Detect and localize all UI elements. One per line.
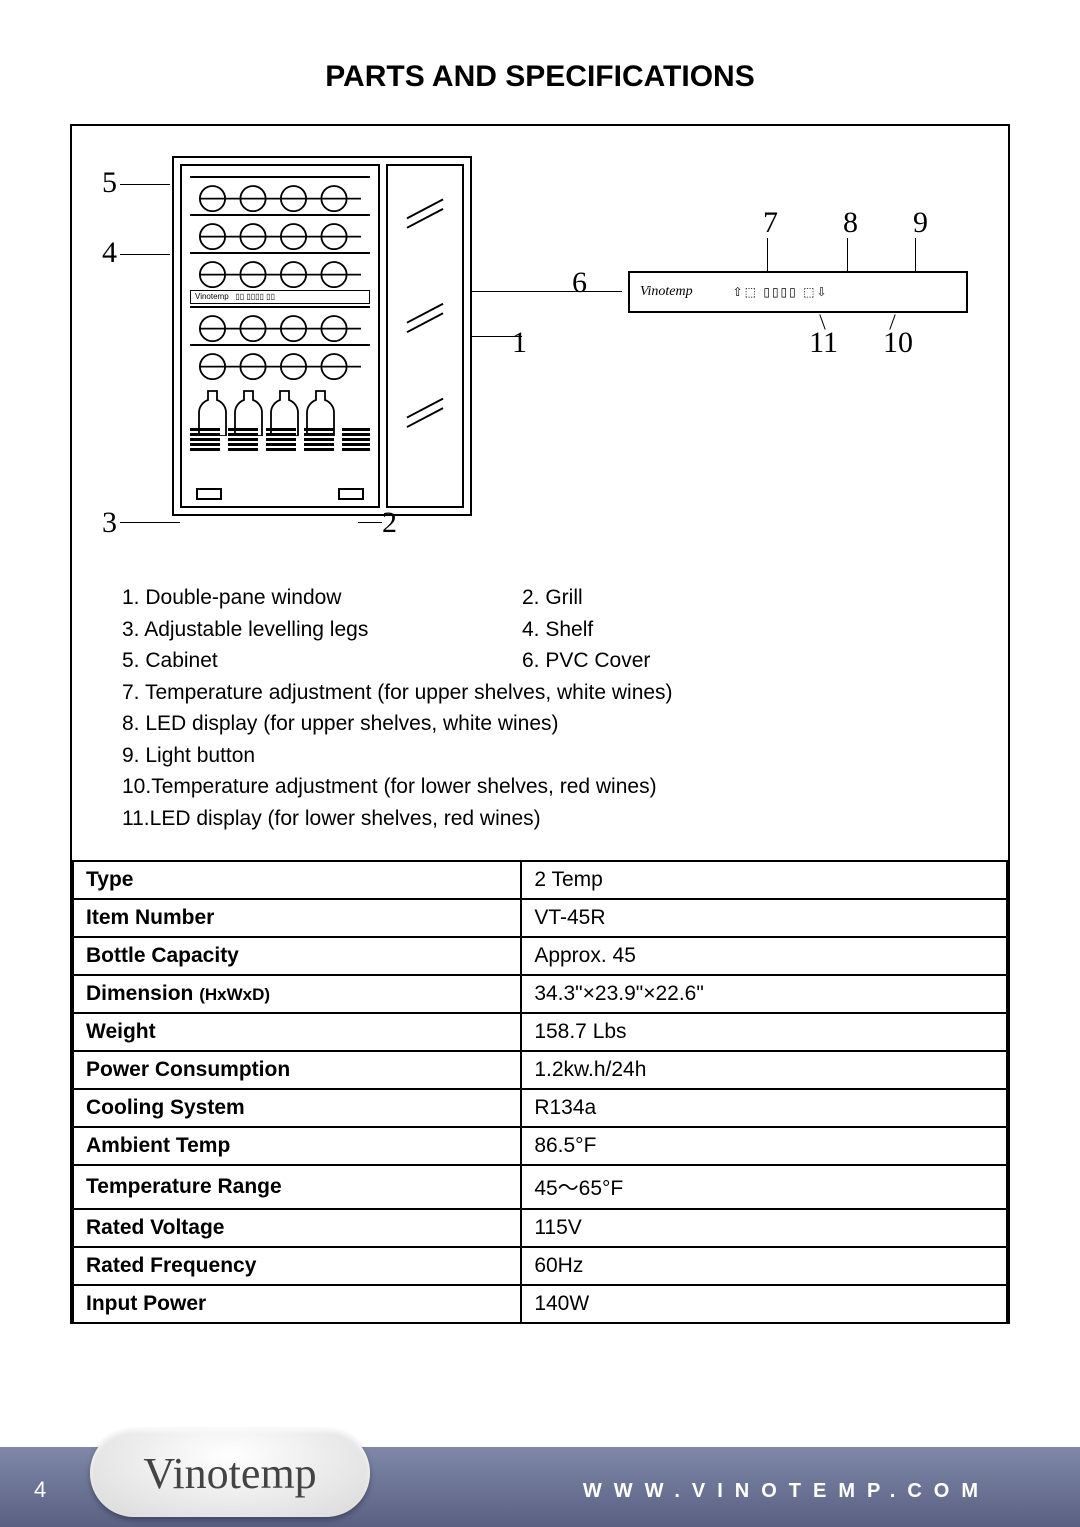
callout-7: 7: [763, 206, 778, 240]
footer: 4 Vinotemp WWW.VINOTEMP.COM: [0, 1417, 1080, 1527]
table-row: Rated Frequency 60Hz: [73, 1247, 1007, 1285]
leader-line: [358, 522, 382, 523]
part-item: 10.Temperature adjustment (for lower she…: [122, 771, 968, 803]
shelf-row: [190, 176, 370, 212]
spec-label: Item Number: [73, 899, 521, 937]
callout-10: 10: [883, 326, 913, 360]
shelf-row: [190, 306, 370, 342]
spec-value: 60Hz: [521, 1247, 1007, 1285]
callout-4: 4: [102, 236, 117, 270]
leader-line: [120, 522, 180, 523]
page-title: PARTS AND SPECIFICATIONS: [70, 60, 1010, 94]
spec-value: 140W: [521, 1285, 1007, 1323]
panel-brand: Vinotemp: [640, 284, 693, 300]
cooler-outline: Vinotemp ▯▯ ▯▯▯▯ ▯▯: [172, 156, 472, 516]
spec-label: Bottle Capacity: [73, 937, 521, 975]
spec-label-sub: (HxWxD): [199, 985, 270, 1004]
shelf-row: [190, 214, 370, 250]
grill-vents: [190, 426, 370, 476]
table-row: Dimension (HxWxD) 34.3"×23.9"×22.6": [73, 975, 1007, 1013]
spec-value: 1.2kw.h/24h: [521, 1051, 1007, 1089]
table-row: Type 2 Temp: [73, 861, 1007, 899]
part-item: 2. Grill: [522, 582, 583, 614]
callout-11: 11: [809, 326, 838, 360]
part-item: 9. Light button: [122, 740, 968, 772]
spec-label: Rated Voltage: [73, 1209, 521, 1247]
part-item: 5. Cabinet: [122, 645, 522, 677]
table-row: Temperature Range 45～65°F: [73, 1165, 1007, 1209]
part-item: 1. Double-pane window: [122, 582, 522, 614]
table-row: Rated Voltage 115V: [73, 1209, 1007, 1247]
spec-label: Dimension (HxWxD): [73, 975, 521, 1013]
shelf-row: [190, 252, 370, 288]
table-row: Ambient Temp 86.5°F: [73, 1127, 1007, 1165]
spec-table: Type 2 Temp Item Number VT-45R Bottle Ca…: [72, 860, 1008, 1324]
callout-8: 8: [843, 206, 858, 240]
spec-value: 34.3"×23.9"×22.6": [521, 975, 1007, 1013]
page-number: 4: [34, 1477, 46, 1503]
callout-9: 9: [913, 206, 928, 240]
diagram: Vinotemp ▯▯ ▯▯▯▯ ▯▯: [72, 126, 1008, 556]
table-row: Cooling System R134a: [73, 1089, 1007, 1127]
spec-label-text: Dimension: [86, 982, 193, 1005]
table-row: Input Power 140W: [73, 1285, 1007, 1323]
table-row: Weight 158.7 Lbs: [73, 1013, 1007, 1051]
spec-value: R134a: [521, 1089, 1007, 1127]
spec-value: VT-45R: [521, 899, 1007, 937]
leader-line: [472, 291, 622, 292]
content-box: Vinotemp ▯▯ ▯▯▯▯ ▯▯: [70, 124, 1010, 1324]
control-bar: Vinotemp ▯▯ ▯▯▯▯ ▯▯: [190, 290, 370, 304]
leader-line: [847, 238, 848, 272]
part-item: 4. Shelf: [522, 614, 593, 646]
spec-label: Rated Frequency: [73, 1247, 521, 1285]
table-row: Power Consumption 1.2kw.h/24h: [73, 1051, 1007, 1089]
part-item: 7. Temperature adjustment (for upper she…: [122, 677, 968, 709]
callout-5: 5: [102, 166, 117, 200]
part-item: 11.LED display (for lower shelves, red w…: [122, 803, 968, 835]
spec-label: Ambient Temp: [73, 1127, 521, 1165]
feet: [190, 486, 370, 500]
spec-value: 115V: [521, 1209, 1007, 1247]
cooler-door: Vinotemp ▯▯ ▯▯▯▯ ▯▯: [180, 164, 380, 508]
shelf-row: [190, 344, 370, 380]
leader-line: [472, 291, 473, 292]
spec-label: Temperature Range: [73, 1165, 521, 1209]
spec-label: Weight: [73, 1013, 521, 1051]
panel-buttons: ⇧⬚ ▯▯▯▯ ⬚⇩: [733, 285, 829, 299]
table-row: Item Number VT-45R: [73, 899, 1007, 937]
part-item: 8. LED display (for upper shelves, white…: [122, 708, 968, 740]
callout-1: 1: [512, 326, 527, 360]
control-panel-detail: Vinotemp ⇧⬚ ▯▯▯▯ ⬚⇩: [628, 271, 968, 313]
callout-6: 6: [572, 266, 587, 300]
spec-value: 45～65°F: [521, 1165, 1007, 1209]
spec-value: 158.7 Lbs: [521, 1013, 1007, 1051]
callout-3: 3: [102, 506, 117, 540]
leader-line: [915, 238, 916, 272]
leader-line: [120, 184, 170, 185]
part-item: 6. PVC Cover: [522, 645, 650, 677]
glass-pane: [386, 164, 464, 508]
spec-label: Type: [73, 861, 521, 899]
parts-list: 1. Double-pane window 2. Grill 3. Adjust…: [72, 556, 1008, 860]
spec-value: Approx. 45: [521, 937, 1007, 975]
callout-2: 2: [382, 506, 397, 540]
spec-label: Cooling System: [73, 1089, 521, 1127]
footer-url: WWW.VINOTEMP.COM: [583, 1480, 990, 1503]
logo-badge: Vinotemp: [90, 1429, 370, 1517]
spec-label: Input Power: [73, 1285, 521, 1323]
leader-line: [120, 254, 170, 255]
leader-line: [767, 238, 768, 272]
spec-value: 2 Temp: [521, 861, 1007, 899]
spec-value: 86.5°F: [521, 1127, 1007, 1165]
spec-label: Power Consumption: [73, 1051, 521, 1089]
table-row: Bottle Capacity Approx. 45: [73, 937, 1007, 975]
part-item: 3. Adjustable levelling legs: [122, 614, 522, 646]
logo-text: Vinotemp: [143, 1448, 316, 1499]
leader-line: [472, 336, 522, 337]
